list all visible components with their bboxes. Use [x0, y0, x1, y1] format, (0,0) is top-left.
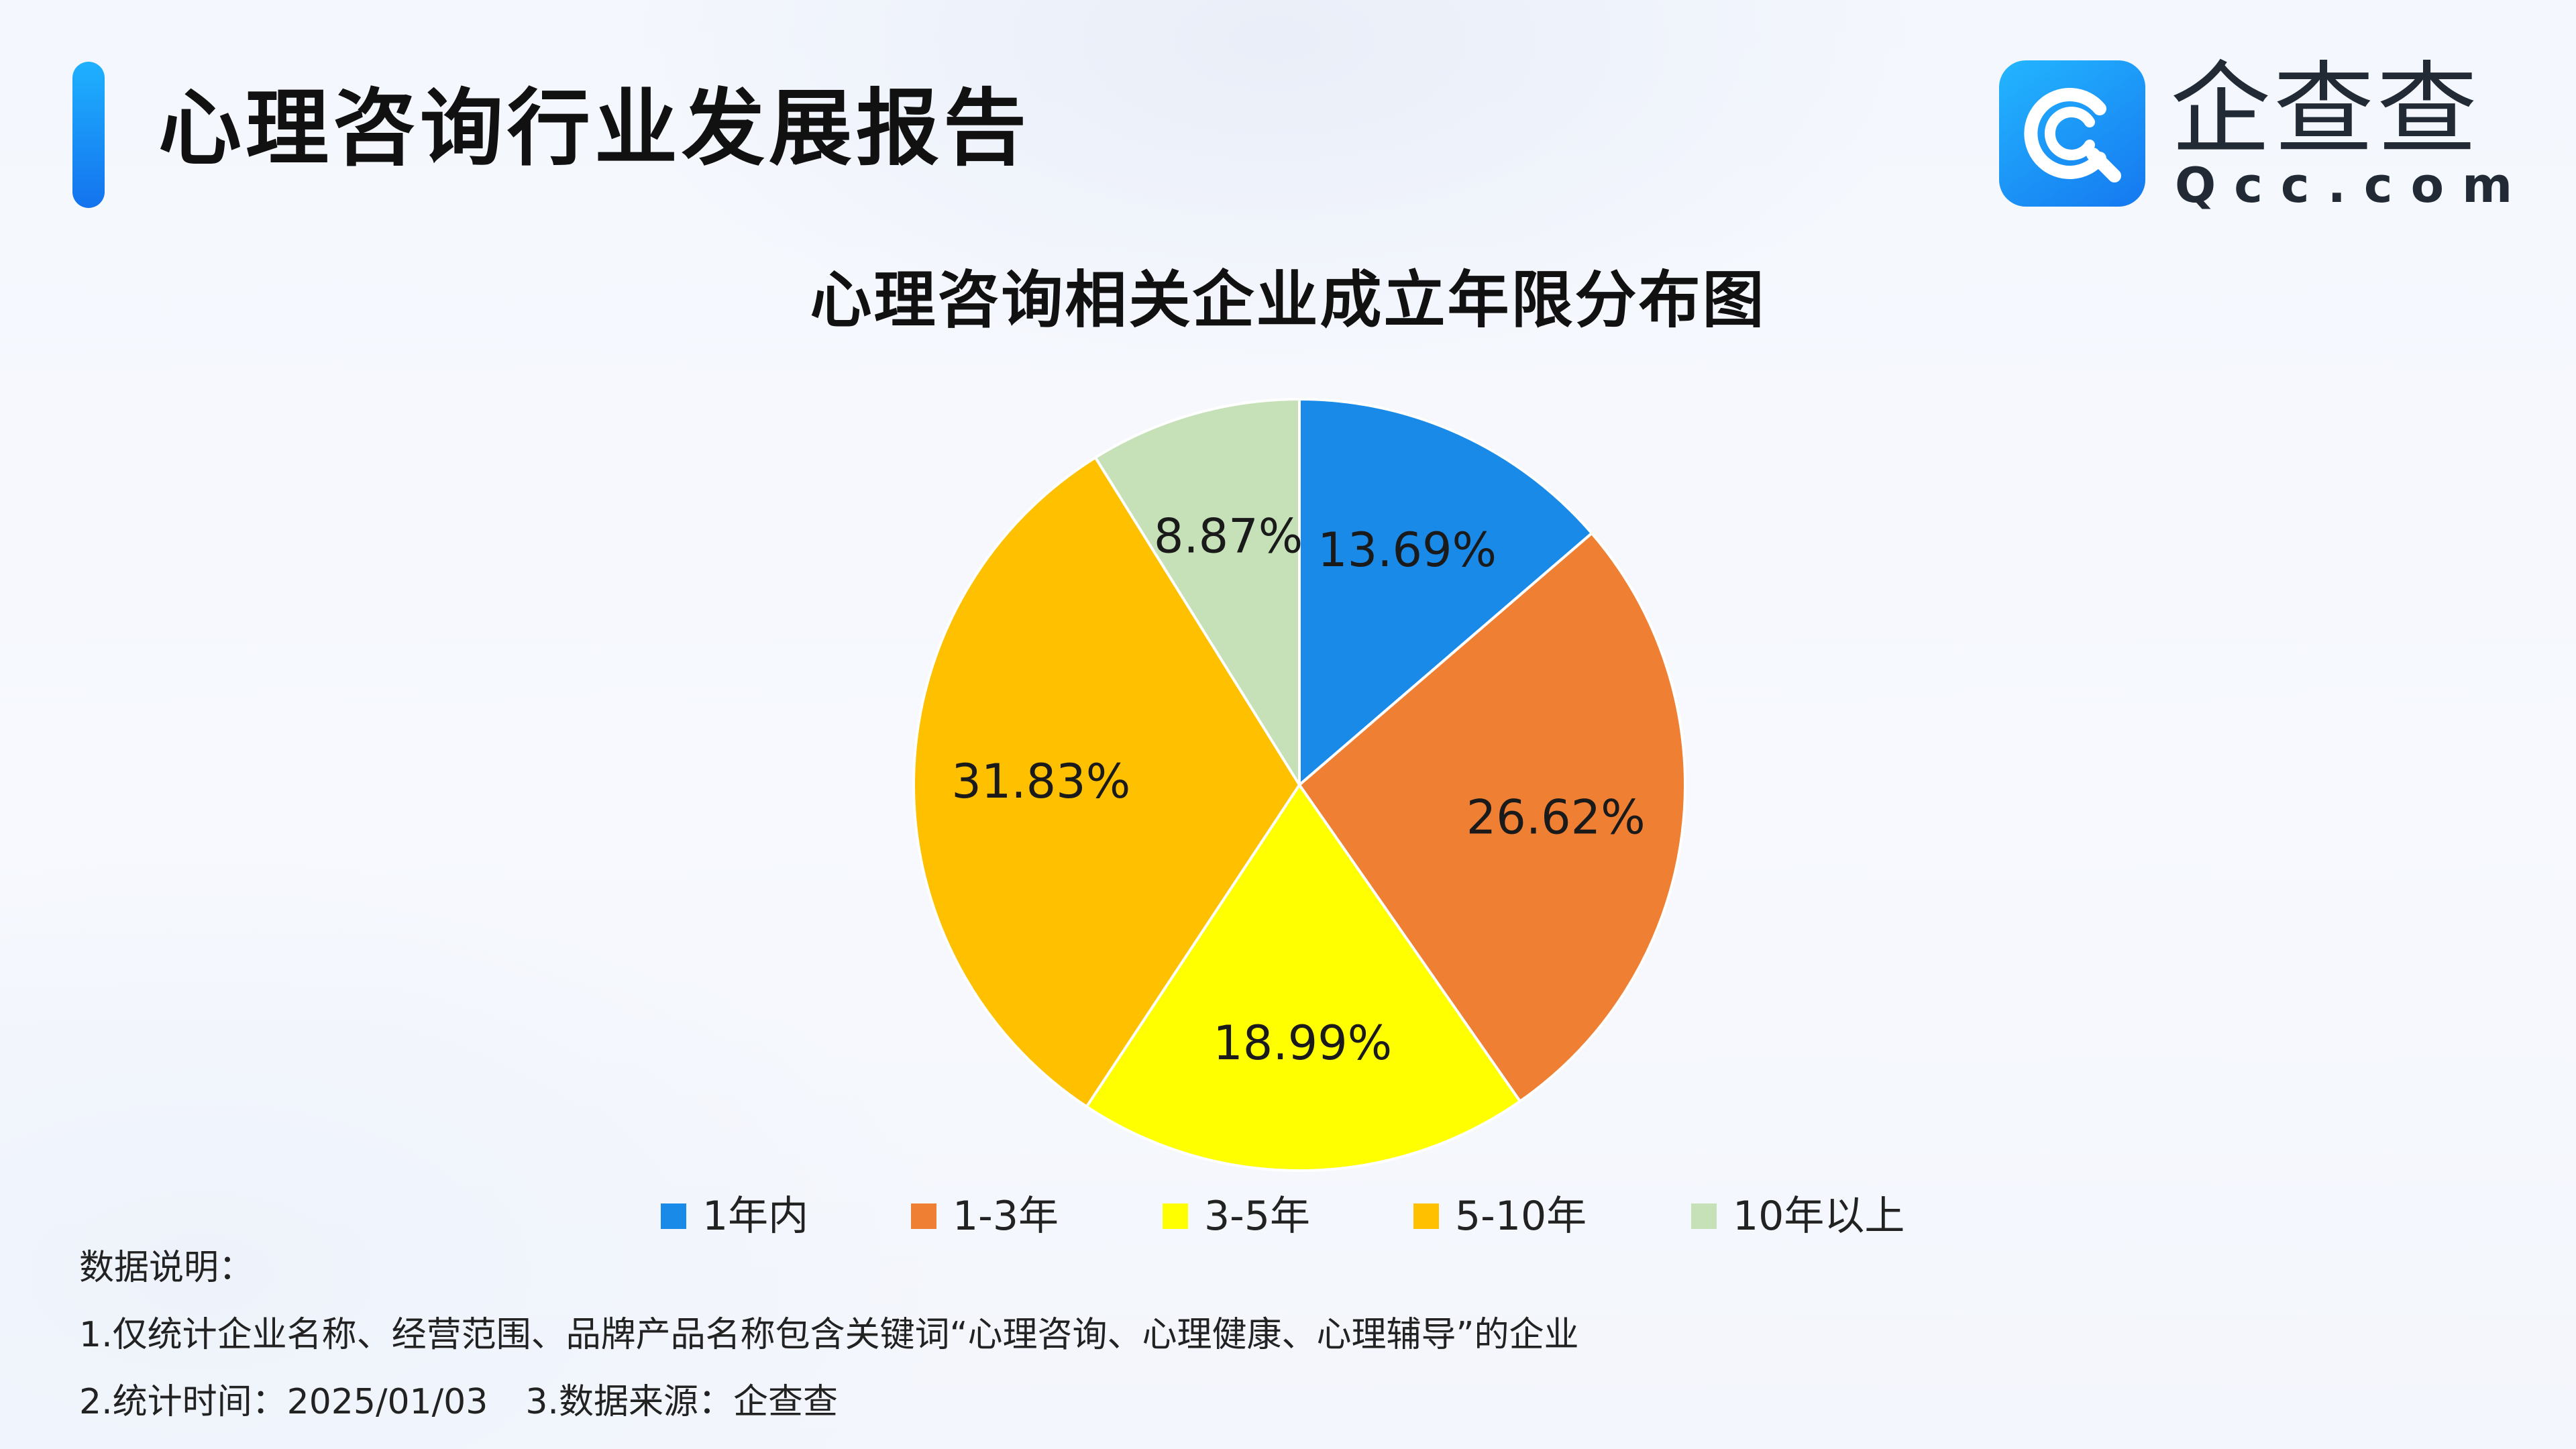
legend-swatch-2 — [911, 1203, 936, 1229]
qcc-logo-icon — [1999, 60, 2145, 207]
legend-item-3: 3-5年 — [1163, 1186, 1310, 1246]
notes-source: 3.数据来源：企查查 — [525, 1382, 838, 1422]
legend-item-1: 1年内 — [661, 1186, 808, 1246]
pie-slice-label-5: 8.87% — [1154, 509, 1303, 564]
pie-slice-label-3: 18.99% — [1213, 1016, 1392, 1071]
pie-slice-1 — [1298, 397, 1594, 788]
legend-item-2: 1-3年 — [911, 1186, 1059, 1246]
legend-item-4: 5-10年 — [1413, 1186, 1587, 1246]
pie-slice-label-2: 26.62% — [1466, 790, 1646, 845]
pie-slice-4 — [912, 455, 1301, 1109]
logo-url: Qcc.com — [2175, 157, 2531, 213]
legend-label-4: 5-10年 — [1455, 1193, 1587, 1240]
report-title: 心理咨询行业发展报告 — [158, 80, 1031, 177]
qcc-logo: 企查查 Qcc.com — [1999, 56, 2512, 212]
data-notes: 数据说明： 1.仅统计企业名称、经营范围、品牌产品名称包含关键词“心理咨询、心理… — [79, 1234, 1579, 1436]
notes-scope: 1.仅统计企业名称、经营范围、品牌产品名称包含关键词“心理咨询、心理健康、心理辅… — [79, 1315, 1579, 1355]
legend-swatch-3 — [1163, 1203, 1188, 1229]
legend-label-5: 10年以上 — [1733, 1193, 1905, 1240]
notes-stat-time: 2.统计时间：2025/01/03 — [79, 1382, 488, 1422]
legend-label-2: 1-3年 — [953, 1193, 1059, 1240]
legend-swatch-4 — [1413, 1203, 1439, 1229]
title-accent-bar — [72, 62, 105, 208]
pie-slice-3 — [1085, 782, 1522, 1172]
legend-label-1: 1年内 — [702, 1193, 809, 1240]
logo-name: 企查查 — [2170, 52, 2481, 168]
pie-slice-label-1: 13.69% — [1318, 523, 1497, 578]
pie-slice-2 — [1297, 531, 1686, 1104]
legend-swatch-1 — [661, 1203, 686, 1229]
chart-legend: 1年内 1-3年 3-5年 5-10年 10年以上 — [0, 1186, 2576, 1246]
pie-slice-5 — [1093, 397, 1301, 790]
legend-item-5: 10年以上 — [1691, 1186, 1904, 1246]
legend-label-3: 3-5年 — [1204, 1193, 1310, 1240]
pie-slice-label-4: 31.83% — [951, 754, 1130, 809]
notes-heading: 数据说明： — [79, 1248, 254, 1288]
chart-title: 心理咨询相关企业成立年限分布图 — [810, 264, 1766, 336]
legend-swatch-5 — [1691, 1203, 1717, 1229]
notes-meta: 2.统计时间：2025/01/03 3.数据来源：企查查 — [79, 1368, 1579, 1436]
